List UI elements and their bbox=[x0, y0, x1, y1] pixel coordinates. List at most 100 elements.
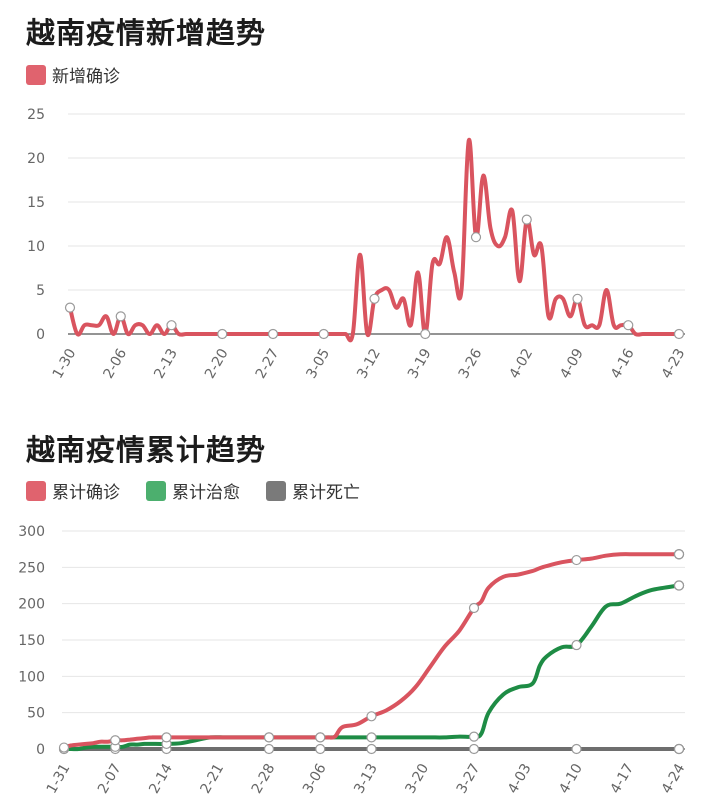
x-tick-label-1-6: 3-12 bbox=[354, 346, 384, 382]
legend-item-cumulative-recovered[interactable]: 累计治愈 bbox=[146, 478, 240, 503]
point-marker-2-0-11 bbox=[673, 549, 685, 560]
x-tick-label-1-5: 3-05 bbox=[303, 346, 333, 382]
point-marker-2-2-2 bbox=[161, 743, 172, 755]
point-marker-1-0-6 bbox=[369, 293, 380, 304]
point-marker-2-0-8 bbox=[468, 602, 480, 614]
x-tick-label-1-9: 4-02 bbox=[506, 346, 536, 382]
point-marker-2-2-4 bbox=[263, 743, 275, 755]
point-marker-1-0-3 bbox=[217, 328, 228, 340]
series-line-2-0 bbox=[62, 552, 681, 750]
point-marker-2-0-5 bbox=[315, 732, 326, 743]
x-tick-label-2-12: 4-24 bbox=[659, 761, 689, 797]
x-tick-label-1-2: 2-13 bbox=[151, 346, 181, 382]
series-line-2-1 bbox=[62, 583, 681, 752]
point-marker-2-2-6 bbox=[366, 743, 377, 755]
y-tick-label-2-6: 300 bbox=[18, 524, 45, 540]
point-marker-2-2-7 bbox=[673, 743, 685, 755]
x-tick-label-2-2: 2-14 bbox=[146, 761, 176, 797]
point-marker-2-0-2 bbox=[161, 732, 172, 743]
point-marker-1-0-1 bbox=[115, 311, 126, 322]
point-marker-1-0-0 bbox=[64, 302, 76, 313]
chart2-title: 越南疫情累计趋势 bbox=[26, 433, 267, 467]
point-marker-1-0-10 bbox=[572, 293, 583, 304]
legend-swatch-cumulative-deaths bbox=[266, 480, 286, 501]
y-tick-label-2-3: 150 bbox=[18, 633, 45, 649]
point-marker-2-1-6 bbox=[366, 732, 377, 743]
legend-item-cumulative-cases[interactable]: 累计确诊 bbox=[26, 478, 120, 503]
point-marker-2-0-1 bbox=[110, 735, 121, 746]
point-marker-2-0-6 bbox=[366, 711, 377, 722]
legend-swatch-cumulative-cases bbox=[26, 480, 46, 501]
point-marker-2-1-9 bbox=[673, 580, 685, 591]
point-marker-2-2-9 bbox=[673, 743, 685, 755]
x-tick-label-2-3: 2-21 bbox=[197, 761, 227, 797]
legend-label-new-cases: 新增确诊 bbox=[52, 67, 120, 87]
point-marker-1-0-9 bbox=[521, 214, 532, 225]
point-marker-1-0-2 bbox=[166, 320, 177, 331]
point-marker-1-0-8 bbox=[470, 232, 482, 243]
legend-label-cumulative-deaths: 累计死亡 bbox=[292, 483, 360, 503]
point-marker-2-2-10 bbox=[571, 743, 582, 755]
legend-item-cumulative-deaths[interactable]: 累计死亡 bbox=[266, 478, 360, 503]
point-marker-2-2-1 bbox=[110, 743, 121, 755]
point-marker-1-0-11 bbox=[623, 320, 634, 331]
point-marker-2-0-9 bbox=[673, 549, 685, 560]
x-tick-label-1-12: 4-23 bbox=[659, 346, 689, 382]
point-marker-1-0-4 bbox=[267, 328, 279, 340]
point-marker-2-2-11 bbox=[673, 743, 685, 755]
point-marker-2-2-3 bbox=[673, 743, 685, 755]
x-tick-label-2-4: 2-28 bbox=[249, 761, 279, 797]
point-marker-2-2-8 bbox=[468, 743, 480, 755]
point-marker-1-0-7 bbox=[420, 328, 431, 340]
x-tick-label-2-11: 4-17 bbox=[607, 761, 637, 797]
point-marker-1-0-12 bbox=[673, 328, 685, 340]
legend-label-cumulative-cases: 累计确诊 bbox=[52, 483, 120, 503]
point-marker-2-1-1 bbox=[110, 741, 121, 752]
legend-item-new-cases[interactable]: 新增确诊 bbox=[26, 62, 120, 87]
x-tick-label-1-8: 3-26 bbox=[456, 346, 486, 382]
point-marker-2-2-5 bbox=[315, 743, 326, 755]
y-tick-label-2-5: 250 bbox=[18, 560, 45, 576]
point-marker-2-0-4 bbox=[263, 732, 275, 743]
x-tick-label-2-8: 3-27 bbox=[454, 761, 484, 797]
x-tick-label-1-10: 4-09 bbox=[557, 346, 587, 382]
chart1-svg: 0 5 10 15 20 25 1-30 2-06 2-13 2-20 2-27 3-05 3-12 3-… bbox=[27, 107, 689, 382]
chart2-legend: 累计确诊 累计治愈 累计死亡 bbox=[26, 478, 360, 503]
x-tick-label-1-11: 4-16 bbox=[608, 346, 638, 382]
x-tick-label-1-0: 1-30 bbox=[50, 346, 80, 382]
legend-label-cumulative-recovered: 累计治愈 bbox=[172, 483, 240, 503]
point-marker-2-0-0 bbox=[58, 742, 70, 753]
point-marker-2-2-12 bbox=[673, 743, 685, 755]
point-marker-2-0-12 bbox=[673, 549, 685, 560]
point-marker-2-0-7 bbox=[673, 549, 685, 560]
x-tick-label-1-1: 2-06 bbox=[100, 346, 130, 382]
y-tick-label-2-2: 100 bbox=[18, 669, 45, 685]
y-tick-label-1-0: 0 bbox=[36, 327, 45, 343]
point-marker-2-1-2 bbox=[161, 738, 172, 750]
chart1-legend: 新增确诊 bbox=[26, 62, 120, 87]
x-tick-label-1-7: 3-19 bbox=[405, 346, 435, 382]
y-tick-label-2-1: 50 bbox=[27, 706, 45, 722]
x-tick-label-2-0: 1-31 bbox=[44, 761, 74, 797]
point-marker-2-1-3 bbox=[673, 580, 685, 591]
legend-swatch-new-cases bbox=[26, 64, 46, 85]
chart1-title: 越南疫情新增趋势 bbox=[26, 16, 267, 50]
x-tick-label-2-1: 2-07 bbox=[95, 761, 125, 797]
y-tick-label-1-3: 15 bbox=[27, 195, 45, 211]
point-marker-2-1-7 bbox=[673, 580, 685, 591]
x-tick-label-2-5: 3-06 bbox=[300, 761, 330, 797]
x-tick-label-2-7: 3-20 bbox=[402, 761, 432, 797]
point-marker-2-1-5 bbox=[315, 732, 326, 743]
point-marker-2-1-12 bbox=[673, 580, 685, 591]
y-tick-label-1-4: 20 bbox=[27, 151, 45, 167]
x-tick-label-1-3: 2-20 bbox=[202, 346, 232, 382]
series-line-1-0 bbox=[68, 138, 681, 343]
x-tick-label-2-9: 4-03 bbox=[505, 761, 535, 797]
point-marker-2-1-11 bbox=[673, 580, 685, 591]
y-tick-label-1-1: 5 bbox=[36, 283, 45, 299]
point-marker-2-2-0 bbox=[58, 743, 70, 755]
x-tick-label-2-10: 4-10 bbox=[556, 761, 586, 797]
y-tick-label-1-5: 25 bbox=[27, 107, 45, 123]
legend-swatch-cumulative-recovered bbox=[146, 480, 166, 501]
